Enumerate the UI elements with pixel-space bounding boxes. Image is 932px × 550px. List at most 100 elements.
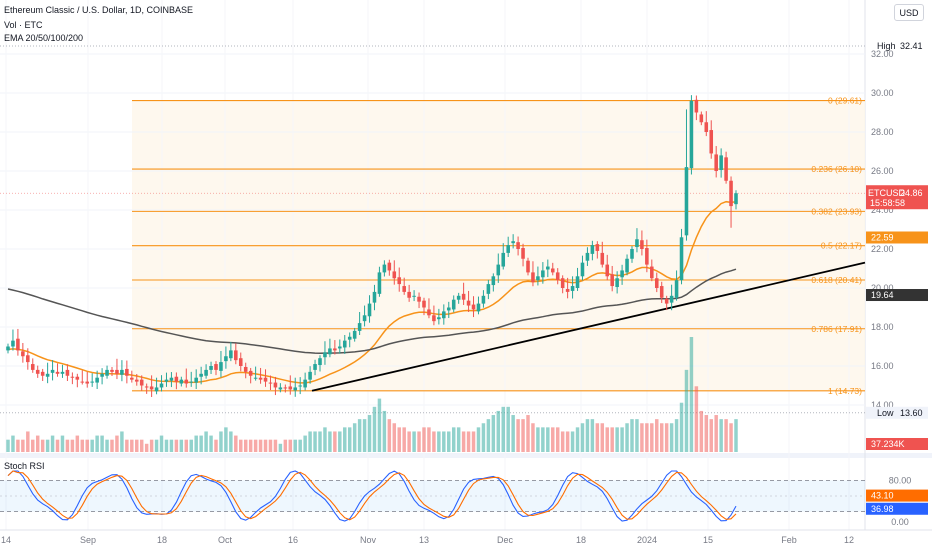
volume-bar bbox=[491, 415, 496, 452]
candle-body bbox=[65, 369, 70, 376]
candle-body bbox=[70, 376, 75, 378]
candle-body bbox=[729, 180, 733, 207]
volume-bar bbox=[105, 439, 109, 452]
time-tick-label: Oct bbox=[218, 535, 233, 545]
currency-button[interactable]: USD bbox=[894, 4, 924, 21]
candle-body bbox=[30, 364, 35, 370]
candle-body bbox=[268, 382, 273, 384]
candle-body bbox=[580, 262, 585, 277]
fib-level-label: 0.786 (17.91) bbox=[811, 324, 862, 334]
time-tick-label: 14 bbox=[1, 535, 11, 545]
volume-bar bbox=[442, 431, 446, 452]
volume-bar bbox=[120, 431, 124, 452]
ema-fast-line bbox=[7, 200, 737, 384]
volume-bar bbox=[526, 415, 530, 452]
fib-level-label: 0.5 (22.17) bbox=[821, 241, 862, 251]
volume-bar bbox=[645, 423, 649, 452]
volume-bar bbox=[392, 423, 397, 452]
stoch-d-value-bg bbox=[866, 489, 928, 502]
volume-bar bbox=[377, 398, 382, 452]
candle-body bbox=[650, 266, 654, 279]
volume-bar bbox=[11, 435, 15, 452]
candle-body bbox=[531, 272, 535, 283]
price-tick-label: 30.00 bbox=[871, 88, 894, 98]
stoch-rsi-legend: Stoch RSI bbox=[4, 461, 45, 471]
volume-bar bbox=[595, 423, 600, 452]
candle-body bbox=[437, 317, 441, 320]
candle-body bbox=[90, 381, 94, 383]
candle-body bbox=[422, 300, 426, 308]
volume-bar bbox=[471, 431, 476, 452]
candle-body bbox=[50, 369, 55, 373]
time-tick-label: Sep bbox=[80, 535, 96, 545]
fib-level-label: 0.236 (26.10) bbox=[811, 164, 862, 174]
candle-body bbox=[590, 245, 595, 254]
candle-body bbox=[338, 346, 342, 349]
volume-bar bbox=[570, 431, 575, 452]
volume-bar bbox=[209, 435, 213, 452]
candle-body bbox=[253, 377, 258, 379]
volume-bar bbox=[630, 419, 634, 452]
volume-bar bbox=[333, 431, 337, 452]
volume-bar bbox=[60, 435, 65, 452]
price-tick-label: 28.00 bbox=[871, 127, 894, 137]
rsi-tick-label: 0.00 bbox=[891, 517, 909, 527]
volume-bar bbox=[6, 439, 10, 452]
candle-body bbox=[169, 377, 174, 381]
volume-bar bbox=[328, 431, 332, 452]
volume-bar bbox=[194, 435, 198, 452]
volume-bar bbox=[144, 443, 149, 452]
volume-bar bbox=[551, 427, 555, 452]
volume-bar bbox=[149, 439, 154, 452]
candle-body bbox=[273, 382, 278, 388]
volume-bar bbox=[610, 427, 614, 452]
candle-body bbox=[258, 377, 263, 380]
volume-bar bbox=[16, 439, 20, 452]
volume-bar bbox=[546, 427, 550, 452]
volume-bar bbox=[486, 419, 491, 452]
volume-bar bbox=[367, 415, 372, 452]
time-tick-label: 13 bbox=[419, 535, 429, 545]
ema-slow-value-bg bbox=[866, 289, 928, 302]
candle-body bbox=[654, 278, 659, 288]
price-tick-label: 16.00 bbox=[871, 361, 894, 371]
price-tick-label: 20.00 bbox=[871, 283, 894, 293]
volume-bar bbox=[273, 439, 278, 452]
candle-body bbox=[511, 241, 515, 244]
volume-bar bbox=[313, 431, 317, 452]
volume-bar bbox=[184, 439, 189, 452]
candle-body bbox=[640, 240, 644, 249]
candle-body bbox=[184, 379, 189, 384]
candle-body bbox=[694, 99, 699, 113]
candle-body bbox=[80, 381, 85, 383]
volume-bar bbox=[506, 406, 510, 452]
volume-bar bbox=[496, 410, 501, 452]
candle-body bbox=[575, 276, 580, 288]
volume-bar bbox=[303, 435, 307, 452]
candle-body bbox=[615, 278, 619, 288]
candle-body bbox=[456, 295, 461, 300]
volume-bar bbox=[555, 427, 560, 452]
volume-bar bbox=[694, 386, 699, 452]
time-tick-label: Dec bbox=[497, 535, 514, 545]
candle-body bbox=[377, 272, 382, 294]
volume-bar bbox=[729, 423, 733, 452]
candle-body bbox=[476, 303, 481, 312]
candle-body bbox=[501, 252, 506, 267]
volume-bar bbox=[21, 439, 25, 452]
volume-bar bbox=[560, 431, 565, 452]
stoch-k-line bbox=[7, 470, 737, 522]
candle-body bbox=[536, 276, 540, 281]
price-tick-label: 24.00 bbox=[871, 205, 894, 215]
candle-body bbox=[432, 315, 436, 322]
candle-body bbox=[303, 379, 307, 388]
candle-body bbox=[85, 381, 90, 384]
volume-bar bbox=[511, 415, 515, 452]
volume-bar bbox=[253, 439, 258, 452]
stoch-d-value: 43.10 bbox=[871, 491, 894, 501]
volume-bar bbox=[481, 423, 486, 452]
candle-body bbox=[194, 377, 198, 383]
last-price-value: 24.86 bbox=[900, 188, 923, 198]
candle-body bbox=[516, 242, 520, 249]
